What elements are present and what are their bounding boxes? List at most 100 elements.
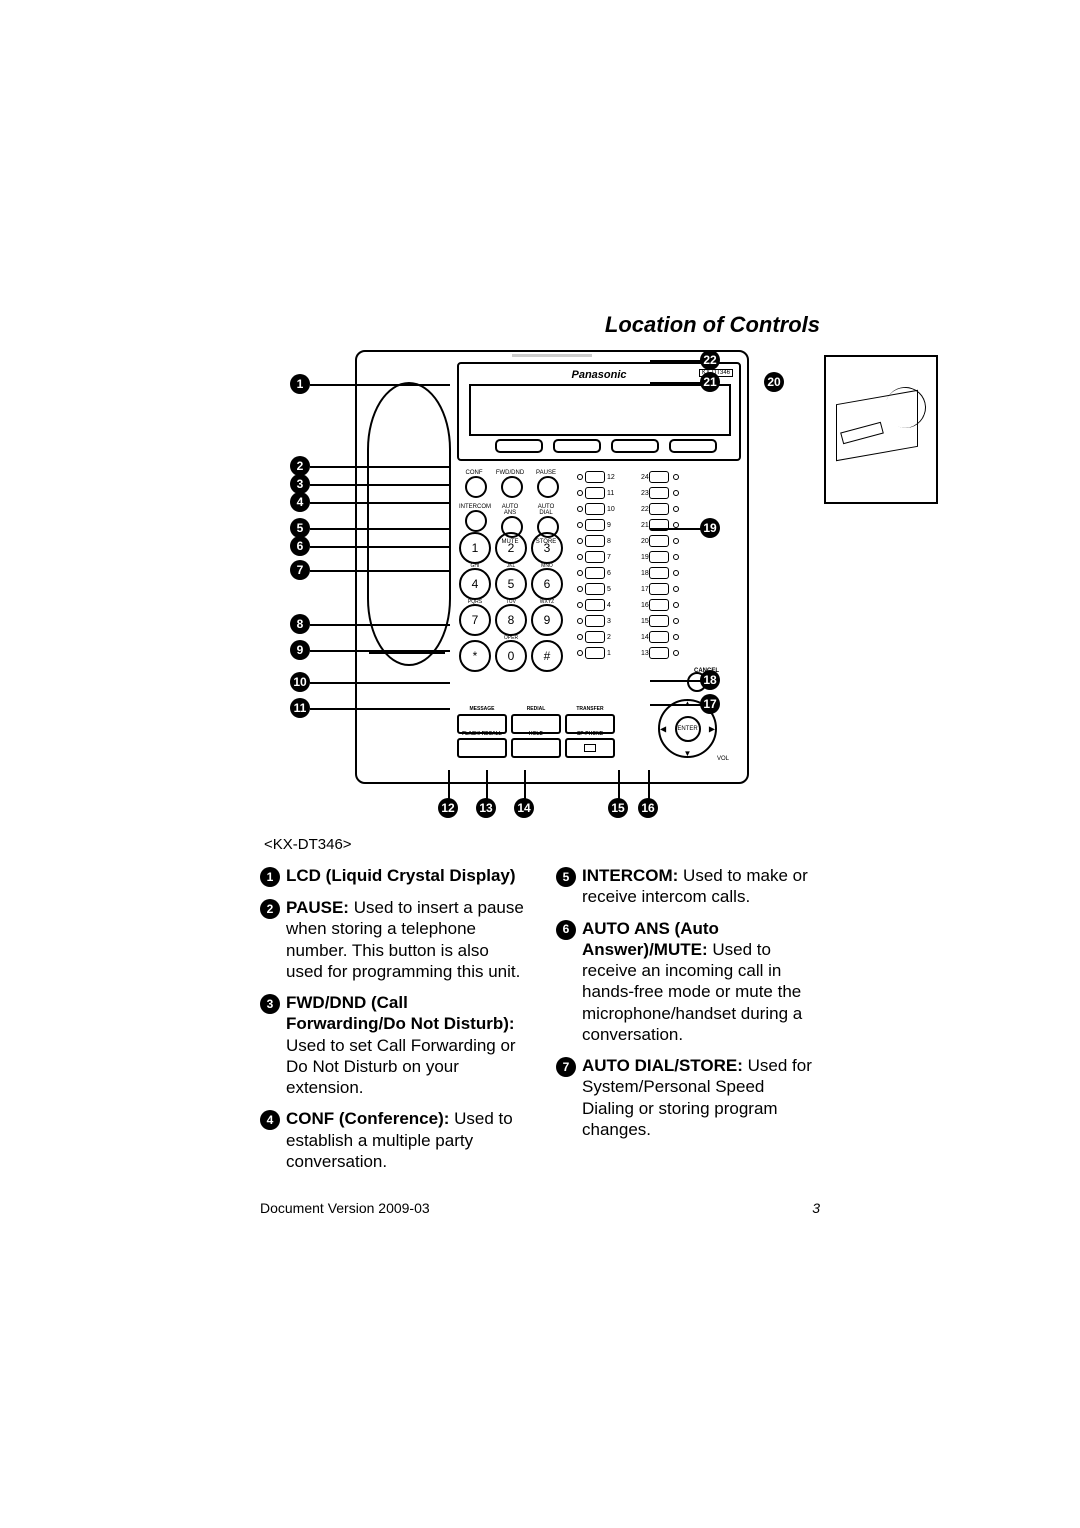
key-0[interactable]: 0OPER: [495, 640, 527, 672]
line-button[interactable]: 8: [577, 534, 637, 548]
callout-9: 9: [290, 640, 310, 660]
nav-left-icon: ◀: [660, 724, 666, 733]
dial-keypad: 123 4GHI5JKL6MNO 7PQRS8TUV9WXYZ *0OPER#: [459, 532, 563, 672]
vol-label: VOL: [717, 756, 729, 762]
line-button[interactable]: 20: [641, 534, 701, 548]
callout-1: 1: [290, 374, 310, 394]
line-button[interactable]: 6: [577, 566, 637, 580]
lcd-screen: [469, 384, 731, 436]
auto-dial-label: AUTO DIAL: [531, 504, 561, 516]
description-item: 6AUTO ANS (Auto Answer)/MUTE: Used to re…: [556, 918, 820, 1046]
key-7[interactable]: 7PQRS: [459, 604, 491, 636]
description-item: 3FWD/DND (Call Forwarding/Do Not Disturb…: [260, 992, 524, 1098]
key-5[interactable]: 5JKL: [495, 568, 527, 600]
bullet-icon: 5: [556, 867, 576, 887]
bullet-icon: 7: [556, 1057, 576, 1077]
key-4[interactable]: 4GHI: [459, 568, 491, 600]
key-6[interactable]: 6MNO: [531, 568, 563, 600]
lcd-module: Panasonic KX-DT346: [457, 362, 741, 461]
phone-body: Panasonic KX-DT346 CONF FWD/DND: [355, 350, 749, 784]
key-*[interactable]: *: [459, 640, 491, 672]
callout-20: 20: [764, 372, 784, 392]
callout-4: 4: [290, 492, 310, 512]
intercom-button[interactable]: [465, 510, 487, 532]
line-button[interactable]: 18: [641, 566, 701, 580]
callout-2: 2: [290, 456, 310, 476]
line-button[interactable]: 11: [577, 486, 637, 500]
bottom-function-row-2: [457, 738, 615, 758]
line-button[interactable]: 17: [641, 582, 701, 596]
line-button[interactable]: 5: [577, 582, 637, 596]
key-1[interactable]: 1: [459, 532, 491, 564]
callout-17: 17: [700, 694, 720, 714]
callout-22: 22: [700, 350, 720, 370]
line-button[interactable]: 12: [577, 470, 637, 484]
line-button[interactable]: 22: [641, 502, 701, 516]
line-button[interactable]: 16: [641, 598, 701, 612]
line-button[interactable]: 23: [641, 486, 701, 500]
line-button[interactable]: 7: [577, 550, 637, 564]
page-number: 3: [812, 1200, 820, 1216]
bullet-icon: 1: [260, 867, 280, 887]
callout-6: 6: [290, 536, 310, 556]
phone-diagram: Panasonic KX-DT346 CONF FWD/DND: [260, 350, 820, 830]
description-columns: 1LCD (Liquid Crystal Display) 2PAUSE: Use…: [260, 865, 820, 1182]
softkeys: [495, 439, 717, 453]
callout-16: 16: [638, 798, 658, 818]
line-button[interactable]: 21: [641, 518, 701, 532]
description-item: 7AUTO DIAL/STORE: Used for System/Person…: [556, 1055, 820, 1140]
callout-3: 3: [290, 474, 310, 494]
enter-button[interactable]: ENTER: [675, 716, 701, 742]
conf-button[interactable]: [465, 476, 487, 498]
sp-phone-button[interactable]: [565, 738, 615, 758]
description-item: 4CONF (Conference): Used to establish a …: [260, 1108, 524, 1172]
key-8[interactable]: 8TUV: [495, 604, 527, 636]
line-button[interactable]: 19: [641, 550, 701, 564]
callout-12: 12: [438, 798, 458, 818]
callout-13: 13: [476, 798, 496, 818]
description-item: 2PAUSE: Used to insert a pause when stor…: [260, 897, 524, 982]
key-2[interactable]: 2: [495, 532, 527, 564]
line-button[interactable]: 2: [577, 630, 637, 644]
line-button[interactable]: 3: [577, 614, 637, 628]
bullet-icon: 2: [260, 899, 280, 919]
line-button[interactable]: 13: [641, 646, 701, 660]
auto-ans-label: AUTO ANS: [495, 504, 525, 516]
nav-right-icon: ▶: [709, 724, 715, 733]
bullet-icon: 3: [260, 994, 280, 1014]
callout-11: 11: [290, 698, 310, 718]
description-item: 1LCD (Liquid Crystal Display): [260, 865, 524, 887]
description-item: 5INTERCOM: Used to make or receive inter…: [556, 865, 820, 908]
line-button[interactable]: 1: [577, 646, 637, 660]
callout-14: 14: [514, 798, 534, 818]
line-button[interactable]: 4: [577, 598, 637, 612]
fwd-dnd-button[interactable]: [501, 476, 523, 498]
callout-21: 21: [700, 372, 720, 392]
line-button[interactable]: 14: [641, 630, 701, 644]
key-#[interactable]: #: [531, 640, 563, 672]
line-buttons: 12 24 11 23 10 22 9 21 8 20 7 19 6 18 5 17 4 16 3 15 2 14 1 13: [577, 470, 701, 660]
bullet-icon: 6: [556, 920, 576, 940]
doc-version: Document Version 2009-03: [260, 1200, 430, 1216]
section-heading: Location of Controls: [260, 312, 820, 338]
key-3[interactable]: 3: [531, 532, 563, 564]
nav-down-icon: ▼: [684, 749, 692, 758]
line-button[interactable]: 10: [577, 502, 637, 516]
brand-label: Panasonic: [571, 369, 626, 381]
key-9[interactable]: 9WXYZ: [531, 604, 563, 636]
bullet-icon: 4: [260, 1110, 280, 1130]
callout-7: 7: [290, 560, 310, 580]
diagram-caption: <KX-DT346>: [264, 836, 820, 853]
hold-button[interactable]: [511, 738, 561, 758]
callout-5: 5: [290, 518, 310, 538]
callout-8: 8: [290, 614, 310, 634]
flash-recall-button[interactable]: [457, 738, 507, 758]
stand-detail: [824, 355, 938, 504]
line-button[interactable]: 9: [577, 518, 637, 532]
callout-19: 19: [700, 518, 720, 538]
line-button[interactable]: 15: [641, 614, 701, 628]
pause-button[interactable]: [537, 476, 559, 498]
callout-18: 18: [700, 670, 720, 690]
line-button[interactable]: 24: [641, 470, 701, 484]
callout-15: 15: [608, 798, 628, 818]
